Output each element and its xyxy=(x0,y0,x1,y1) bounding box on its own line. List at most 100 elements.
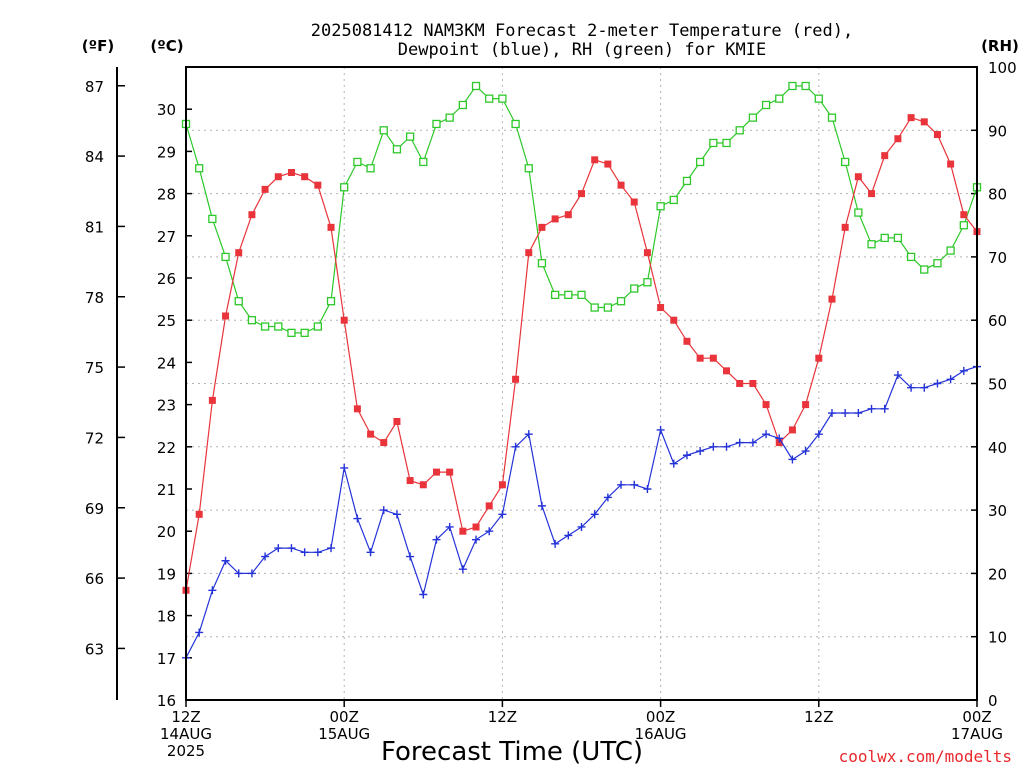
celsius-tick-label: 25 xyxy=(157,312,176,330)
fahrenheit-tick-label: 75 xyxy=(85,359,104,377)
data-point-rh xyxy=(696,157,705,167)
data-point-rh xyxy=(643,278,652,287)
data-point-dewpoint xyxy=(801,447,810,456)
data-point-rh xyxy=(247,316,257,325)
data-point-temperature xyxy=(841,223,849,231)
data-point-rh xyxy=(366,164,375,173)
data-point-rh xyxy=(537,259,547,268)
data-point-temperature xyxy=(393,417,401,425)
data-point-temperature xyxy=(327,223,335,231)
time-tick-label: 2025 xyxy=(167,742,205,760)
data-point-rh xyxy=(590,303,599,312)
celsius-tick-label: 28 xyxy=(157,186,176,204)
data-point-temperature xyxy=(788,426,796,434)
celsius-tick-label: 18 xyxy=(157,608,176,626)
data-point-rh xyxy=(432,119,441,129)
data-point-temperature xyxy=(261,185,269,193)
data-point-rh xyxy=(260,322,270,331)
data-point-dewpoint xyxy=(946,375,955,384)
celsius-tick-label: 27 xyxy=(157,228,176,246)
time-tick-label: 12Z xyxy=(804,708,833,726)
data-point-temperature xyxy=(775,439,783,447)
data-point-dewpoint xyxy=(735,438,744,447)
data-point-rh xyxy=(933,259,942,268)
time-tick-label: 12Z xyxy=(171,708,200,726)
data-point-temperature xyxy=(301,173,309,181)
data-point-rh xyxy=(498,94,507,103)
data-point-dewpoint xyxy=(445,522,454,531)
data-point-dewpoint xyxy=(775,434,784,443)
data-point-dewpoint xyxy=(867,404,876,413)
data-point-rh xyxy=(577,290,586,300)
data-point-temperature xyxy=(498,481,506,489)
celsius-tick-label: 24 xyxy=(157,354,176,372)
data-point-rh xyxy=(709,138,718,148)
data-point-temperature xyxy=(591,156,599,164)
data-point-temperature xyxy=(538,223,546,231)
data-point-dewpoint xyxy=(656,425,665,434)
data-point-temperature xyxy=(670,316,678,324)
data-point-rh xyxy=(379,126,388,135)
fahrenheit-tick-label: 66 xyxy=(85,570,104,588)
x-axis-label: Forecast Time (UTC) xyxy=(381,737,643,767)
data-point-dewpoint xyxy=(617,480,626,489)
celsius-tick-label: 16 xyxy=(157,692,176,710)
data-point-temperature xyxy=(815,354,823,362)
time-tick-label: 00Z xyxy=(646,708,675,726)
data-point-rh xyxy=(775,94,784,103)
data-point-rh xyxy=(550,290,560,300)
rh-tick-label: 70 xyxy=(988,249,1007,267)
data-point-dewpoint xyxy=(472,535,481,544)
data-point-dewpoint xyxy=(696,447,705,456)
data-point-temperature xyxy=(472,523,480,531)
data-point-dewpoint xyxy=(590,510,599,519)
data-point-temperature xyxy=(723,367,731,375)
data-point-temperature xyxy=(406,477,414,485)
data-point-temperature xyxy=(762,401,770,409)
chart-title-line-1: 2025081412 NAM3KM Forecast 2-meter Tempe… xyxy=(311,21,853,41)
fahrenheit-tick-label: 78 xyxy=(85,289,104,307)
data-point-rh xyxy=(656,202,665,211)
data-point-dewpoint xyxy=(788,455,797,464)
data-point-dewpoint xyxy=(392,510,401,519)
data-point-dewpoint xyxy=(524,430,533,439)
chart-title-line-2: Dewpoint (blue), RH (green) for KMIE xyxy=(398,40,766,60)
data-point-rh xyxy=(485,94,494,103)
data-point-temperature xyxy=(274,173,282,181)
series-line-temperature xyxy=(185,116,978,591)
data-point-rh xyxy=(867,240,876,249)
data-point-dewpoint xyxy=(234,569,243,578)
data-point-rh xyxy=(445,113,454,122)
data-point-rh xyxy=(801,81,810,91)
data-point-temperature xyxy=(933,131,941,139)
data-point-temperature xyxy=(525,249,533,257)
data-point-temperature xyxy=(235,249,243,257)
time-tick-label: 15AUG xyxy=(318,725,370,743)
data-point-rh xyxy=(392,145,402,154)
data-point-dewpoint xyxy=(603,493,612,502)
data-point-dewpoint xyxy=(643,485,652,493)
data-point-rh xyxy=(761,100,771,110)
data-point-dewpoint xyxy=(300,548,309,557)
data-point-rh xyxy=(906,252,916,262)
data-point-temperature xyxy=(643,249,651,257)
data-point-temperature xyxy=(512,375,520,383)
celsius-tick-label: 30 xyxy=(157,101,176,119)
data-point-temperature xyxy=(947,160,955,168)
data-point-dewpoint xyxy=(762,430,771,439)
fahrenheit-tick-label: 87 xyxy=(85,78,104,96)
data-point-rh xyxy=(722,138,731,148)
data-point-dewpoint xyxy=(327,544,336,553)
data-point-temperature xyxy=(960,211,968,219)
data-point-rh xyxy=(669,195,678,205)
data-point-temperature xyxy=(208,396,216,404)
data-point-dewpoint xyxy=(551,539,560,548)
data-point-dewpoint xyxy=(340,463,349,472)
series-temperature xyxy=(182,114,981,594)
data-point-temperature xyxy=(195,510,203,518)
data-point-temperature xyxy=(287,169,295,176)
data-point-temperature xyxy=(248,211,256,219)
rh-axis: 0 10 20 30 40 50 60 70 80 90 100 xyxy=(971,59,1017,710)
data-point-rh xyxy=(920,265,929,274)
data-point-temperature xyxy=(657,304,665,312)
